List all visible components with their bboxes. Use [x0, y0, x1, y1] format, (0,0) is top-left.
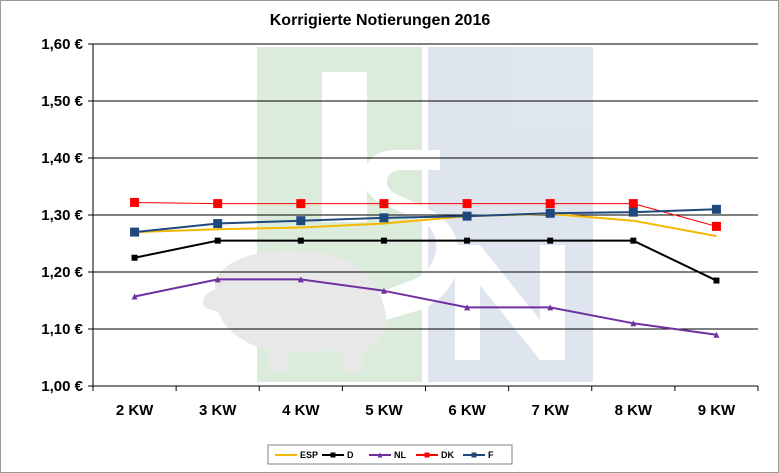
data-point-dk	[296, 199, 306, 209]
data-point-d	[630, 237, 637, 244]
data-point-nl	[380, 287, 387, 294]
legend-item-f: F	[463, 450, 494, 460]
data-point-d	[131, 254, 138, 261]
axes	[88, 43, 759, 391]
data-point-f	[379, 213, 389, 223]
data-point-f	[462, 211, 472, 221]
chart-title: Korrigierte Notierungen 2016	[270, 12, 491, 29]
data-point-f	[545, 208, 555, 218]
legend-item-dk: DK	[416, 450, 454, 460]
data-point-f	[130, 227, 140, 237]
data-point-d	[713, 277, 720, 284]
legend-item-d: D	[322, 450, 354, 460]
watermark-logo	[203, 47, 593, 382]
legend-swatch-marker	[471, 452, 477, 458]
y-tick-label: 1,40 €	[41, 150, 83, 167]
series-nl	[131, 276, 720, 338]
legend-item-nl: NL	[369, 450, 406, 460]
legend-label: D	[347, 450, 354, 460]
series-dk	[130, 197, 721, 231]
series-line-dk	[134, 201, 717, 227]
y-tick-label: 1,20 €	[41, 264, 83, 281]
legend-swatch-marker	[377, 452, 383, 458]
data-point-dk	[628, 199, 638, 209]
y-tick-label: 1,50 €	[41, 93, 83, 110]
data-point-dk	[213, 199, 223, 209]
legend-item-esp: ESP	[275, 450, 318, 460]
data-point-dk	[711, 221, 721, 231]
watermark-letter-s	[360, 150, 459, 325]
watermark-letter-i	[322, 72, 367, 222]
data-point-d	[380, 237, 387, 244]
data-point-f	[296, 216, 306, 226]
legend-label: F	[488, 450, 494, 460]
x-tick-label: 4 KW	[282, 402, 320, 419]
data-point-f	[628, 207, 638, 217]
x-tick-labels: 2 KW 3 KW 4 KW 5 KW 6 KW 7 KW 8 KW 9 KW	[116, 402, 736, 419]
series-f	[130, 204, 721, 237]
watermark-pig	[203, 250, 387, 372]
series-esp	[134, 212, 717, 238]
data-point-nl	[214, 276, 221, 283]
legend-swatch-marker	[424, 452, 430, 458]
x-tick-label: 7 KW	[531, 402, 569, 419]
data-point-nl	[297, 276, 304, 283]
series-line-nl	[134, 278, 717, 336]
data-point-d	[297, 237, 304, 244]
y-tick-labels: 1,00 € 1,10 € 1,20 € 1,30 € 1,40 € 1,50 € 1,60…	[41, 36, 83, 395]
data-point-nl	[131, 293, 138, 300]
data-point-nl	[547, 304, 554, 311]
data-point-d	[464, 237, 471, 244]
data-point-f	[213, 219, 223, 229]
legend: ESP D NL DK F	[267, 444, 513, 465]
series-line-d	[134, 239, 717, 282]
data-point-dk	[379, 199, 389, 209]
series-lines	[130, 197, 721, 338]
data-point-nl	[464, 304, 471, 311]
y-tick-label: 1,00 €	[41, 378, 83, 395]
data-point-nl	[713, 331, 720, 338]
legend-label: ESP	[300, 450, 318, 460]
x-tick-label: 6 KW	[448, 402, 486, 419]
x-tick-label: 9 KW	[698, 402, 736, 419]
data-point-dk	[130, 197, 140, 207]
series-line-esp	[134, 212, 717, 238]
data-point-dk	[462, 199, 472, 209]
x-tick-label: 5 KW	[365, 402, 403, 419]
data-point-d	[547, 237, 554, 244]
legend-label: NL	[394, 450, 406, 460]
data-point-d	[214, 237, 221, 244]
y-tick-label: 1,60 €	[41, 36, 83, 53]
data-point-nl	[630, 320, 637, 327]
data-point-dk	[545, 199, 555, 209]
y-tick-label: 1,10 €	[41, 321, 83, 338]
grid-lines	[93, 43, 758, 330]
series-d	[131, 237, 720, 284]
watermark-letter-n	[455, 245, 565, 360]
x-tick-label: 3 KW	[199, 402, 237, 419]
x-tick-label: 2 KW	[116, 402, 154, 419]
legend-label: DK	[441, 450, 454, 460]
data-point-f	[711, 204, 721, 214]
series-line-f	[134, 208, 717, 234]
legend-swatch-marker	[330, 452, 336, 458]
x-tick-label: 8 KW	[615, 402, 653, 419]
y-tick-label: 1,30 €	[41, 207, 83, 224]
